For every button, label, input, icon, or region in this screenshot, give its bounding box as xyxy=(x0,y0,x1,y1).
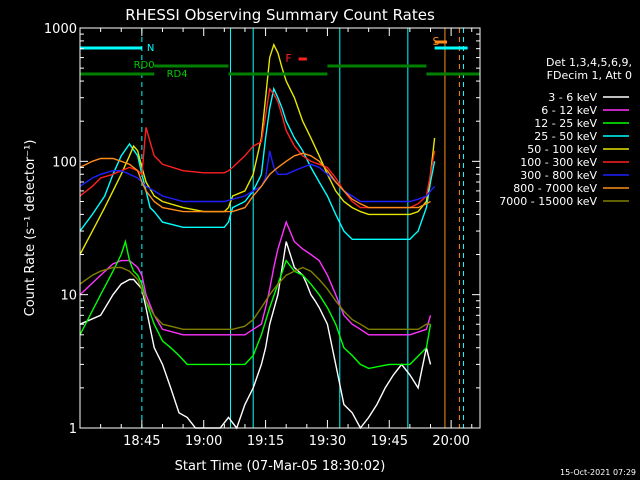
legend-entry-label: 6 - 12 keV xyxy=(541,104,597,117)
legend-header-line: FDecim 1, Att 0 xyxy=(547,69,632,82)
y-tick-label: 10 xyxy=(60,289,77,304)
chart-title: RHESSI Observing Summary Count Rates xyxy=(125,6,435,24)
annotation-s: S xyxy=(433,35,440,48)
legend-entry-label: 7000 - 15000 keV xyxy=(499,195,597,208)
series-line-2 xyxy=(79,238,432,370)
x-tick-label: 19:15 xyxy=(247,434,284,449)
legend-entry-label: 100 - 300 keV xyxy=(520,156,597,169)
x-tick-label: 19:30 xyxy=(309,434,346,449)
x-axis-label: Start Time (07-Mar-05 18:30:02) xyxy=(175,459,386,474)
x-tick-label: 19:00 xyxy=(185,434,222,449)
annotation-rd0: RD0 xyxy=(134,60,155,71)
legend-entry-label: 25 - 50 keV xyxy=(534,130,597,143)
plot-area: N RD0 RD4 F S 1 10 100 1000 18:45 19:00 19:15 19:30 1… xyxy=(44,22,481,449)
legend: Det 1,3,4,5,6,9,FDecim 1, Att 0 3 - 6 keV… xyxy=(499,56,632,208)
y-tick-label: 100 xyxy=(52,155,77,170)
series-line-5 xyxy=(79,87,436,209)
x-tick-label: 19:45 xyxy=(371,434,408,449)
annotation-rd4: RD4 xyxy=(167,69,188,80)
annotation-n: N xyxy=(147,43,154,54)
series-line-7 xyxy=(79,152,431,213)
series-line-3 xyxy=(79,86,436,241)
legend-entry-label: 50 - 100 keV xyxy=(527,143,597,156)
plot-frame xyxy=(79,27,481,429)
y-axis-label: Count Rate (s⁻¹ detector⁻¹) xyxy=(23,140,38,317)
x-tick-label: 18:45 xyxy=(123,434,160,449)
legend-entry-label: 12 - 25 keV xyxy=(534,117,597,130)
y-tick-label: 1 xyxy=(69,422,77,437)
x-tick-label: 20:00 xyxy=(432,434,469,449)
legend-entry-label: 300 - 800 keV xyxy=(520,169,597,182)
timestamp: 15-Oct-2021 07:29 xyxy=(560,468,636,477)
annotation-f: F xyxy=(285,52,291,65)
series-line-4 xyxy=(79,42,436,255)
y-tick-label: 1000 xyxy=(44,22,77,37)
legend-header-line: Det 1,3,4,5,6,9, xyxy=(546,56,632,69)
legend-entry-label: 800 - 7000 keV xyxy=(513,182,597,195)
series-line-0 xyxy=(79,241,432,430)
series-line-6 xyxy=(79,150,436,203)
series-line-8 xyxy=(79,266,431,330)
legend-entry-label: 3 - 6 keV xyxy=(548,91,597,104)
